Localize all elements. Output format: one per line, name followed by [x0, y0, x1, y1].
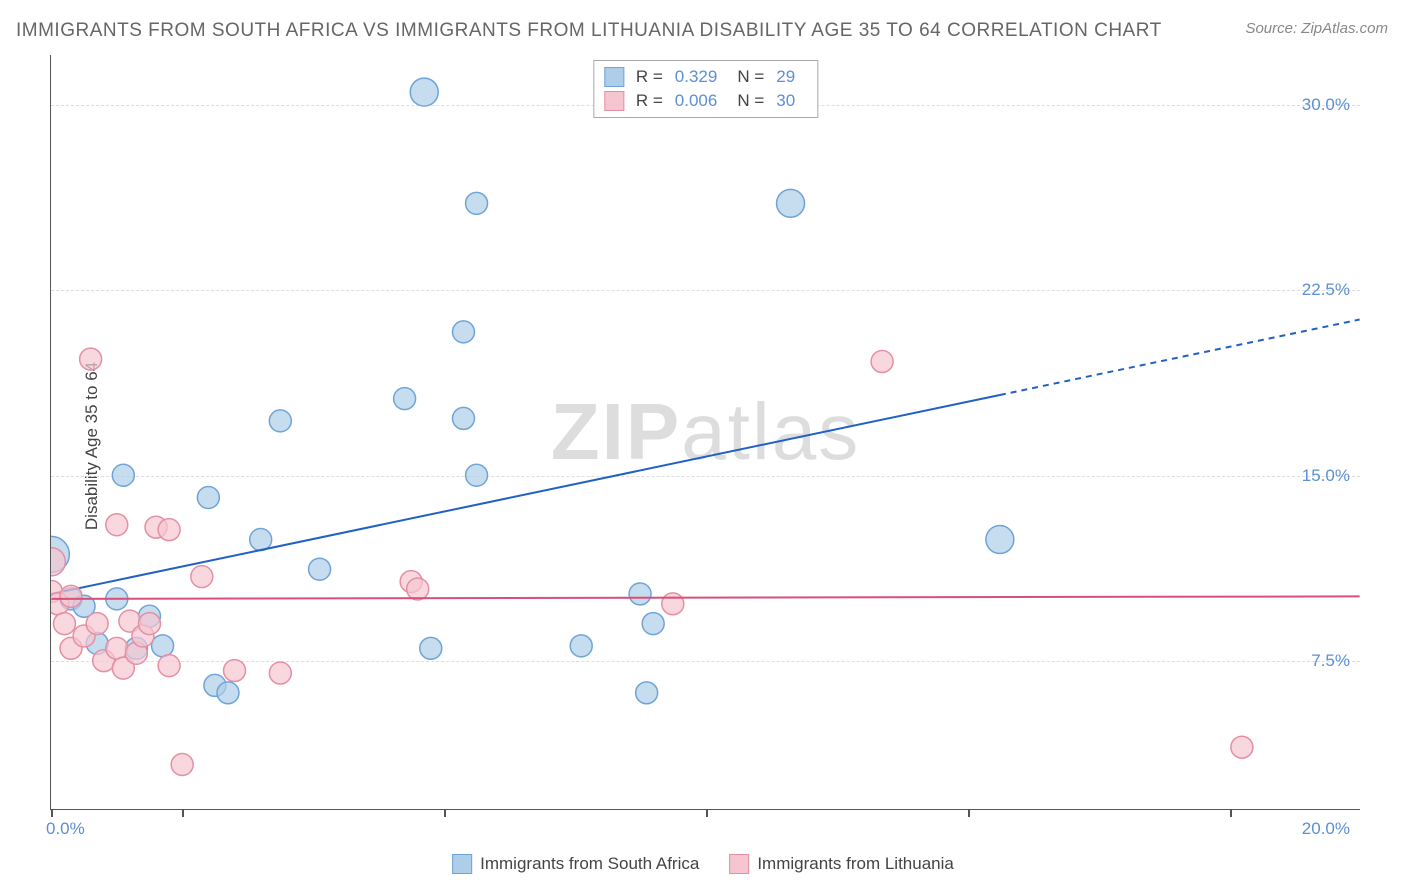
scatter-point	[53, 613, 75, 635]
x-tick-mark	[968, 809, 970, 817]
scatter-point	[466, 192, 488, 214]
plot-area: ZIPatlas 7.5%15.0%22.5%30.0% R = 0.329 N…	[50, 55, 1360, 810]
scatter-point	[636, 682, 658, 704]
scatter-point	[60, 585, 82, 607]
scatter-point	[269, 410, 291, 432]
trend-line	[51, 395, 999, 594]
scatter-point	[466, 464, 488, 486]
r-value-1: 0.329	[675, 67, 718, 87]
scatter-point	[224, 660, 246, 682]
legend-swatch-1	[604, 67, 624, 87]
scatter-point	[777, 189, 805, 217]
legend-swatch-series-1	[452, 854, 472, 874]
scatter-point	[86, 613, 108, 635]
legend-item-1: Immigrants from South Africa	[452, 854, 699, 874]
n-value-1: 29	[776, 67, 795, 87]
chart-title: IMMIGRANTS FROM SOUTH AFRICA VS IMMIGRAN…	[16, 20, 1162, 42]
scatter-point	[629, 583, 651, 605]
legend-row-series-1: R = 0.329 N = 29	[604, 65, 807, 89]
scatter-point	[309, 558, 331, 580]
trend-line	[51, 596, 1359, 598]
scatter-point	[158, 519, 180, 541]
trend-line-extrapolated	[1000, 320, 1360, 395]
scatter-point	[217, 682, 239, 704]
scatter-point	[106, 514, 128, 536]
correlation-chart: IMMIGRANTS FROM SOUTH AFRICA VS IMMIGRAN…	[0, 0, 1406, 892]
legend-item-2: Immigrants from Lithuania	[729, 854, 954, 874]
scatter-point	[80, 348, 102, 370]
scatter-point	[106, 637, 128, 659]
legend-label-2: Immigrants from Lithuania	[757, 854, 954, 874]
x-axis-max-label: 20.0%	[1302, 819, 1350, 839]
scatter-point	[112, 464, 134, 486]
x-tick-mark	[1230, 809, 1232, 817]
scatter-point	[250, 529, 272, 551]
correlation-legend: R = 0.329 N = 29 R = 0.006 N = 30	[593, 60, 818, 118]
chart-source: Source: ZipAtlas.com	[1245, 20, 1388, 37]
legend-label-1: Immigrants from South Africa	[480, 854, 699, 874]
scatter-point	[139, 613, 161, 635]
legend-swatch-2	[604, 91, 624, 111]
scatter-point	[570, 635, 592, 657]
scatter-point	[420, 637, 442, 659]
x-axis-min-label: 0.0%	[46, 819, 85, 839]
scatter-point	[152, 635, 174, 657]
x-tick-mark	[51, 809, 53, 817]
scatter-point	[1231, 736, 1253, 758]
scatter-svg	[51, 55, 1360, 809]
scatter-point	[410, 78, 438, 106]
scatter-point	[269, 662, 291, 684]
scatter-point	[452, 321, 474, 343]
scatter-point	[407, 578, 429, 600]
scatter-point	[452, 407, 474, 429]
scatter-point	[197, 487, 219, 509]
n-value-2: 30	[776, 91, 795, 111]
scatter-point	[158, 655, 180, 677]
scatter-point	[171, 754, 193, 776]
scatter-point	[191, 566, 213, 588]
r-value-2: 0.006	[675, 91, 718, 111]
scatter-point	[394, 388, 416, 410]
x-tick-mark	[182, 809, 184, 817]
x-tick-mark	[444, 809, 446, 817]
legend-row-series-2: R = 0.006 N = 30	[604, 89, 807, 113]
x-tick-mark	[706, 809, 708, 817]
series-legend: Immigrants from South Africa Immigrants …	[452, 854, 954, 874]
scatter-point	[662, 593, 684, 615]
legend-swatch-series-2	[729, 854, 749, 874]
scatter-point	[871, 351, 893, 373]
scatter-point	[986, 526, 1014, 554]
scatter-point	[642, 613, 664, 635]
